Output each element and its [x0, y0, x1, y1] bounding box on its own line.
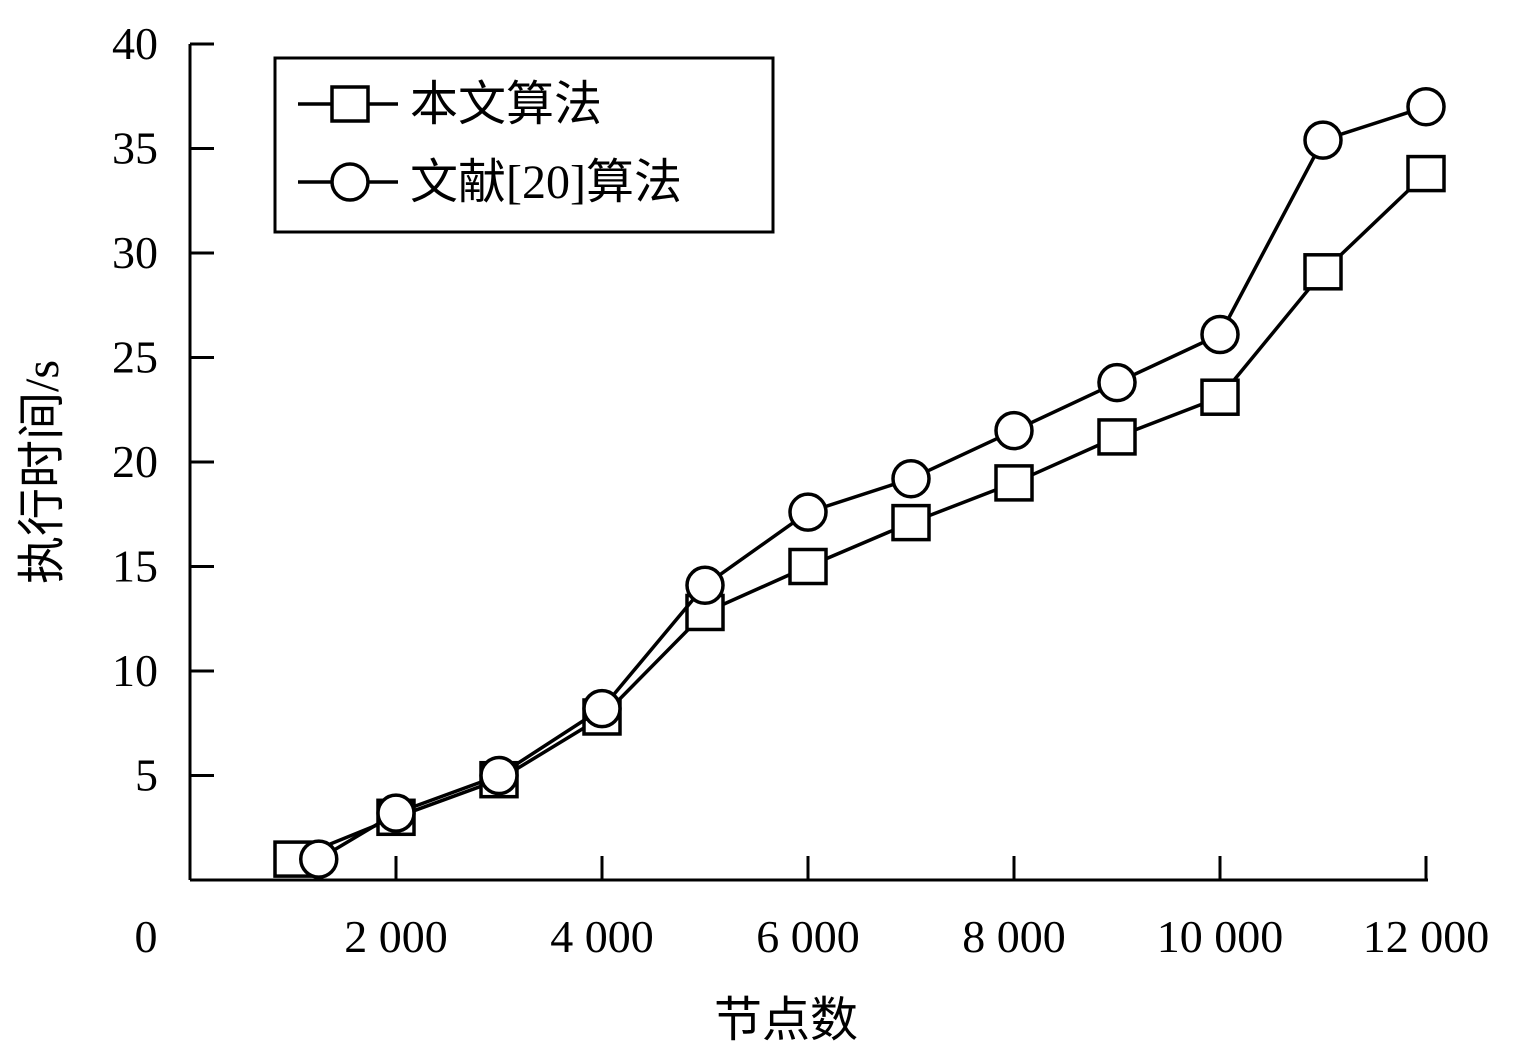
- data-point-square: [1303, 253, 1343, 291]
- series-2: [299, 86, 1446, 879]
- legend-circle-marker: [330, 162, 370, 202]
- axes: 5 10 15 20 25 30 35 40 2 000 4 000 6 000 8 000 10 00…: [112, 18, 1489, 962]
- data-point-square: [994, 464, 1034, 502]
- y-tick-label: 40: [112, 18, 158, 69]
- data-point-circle: [299, 839, 339, 879]
- legend-label: 文献[20]算法: [410, 156, 682, 209]
- series-layer: [273, 86, 1446, 879]
- data-point-circle: [582, 688, 622, 729]
- data-point-circle: [376, 793, 416, 833]
- x-axis-title: 节点数: [714, 994, 858, 1047]
- data-point-circle: [479, 755, 519, 796]
- x-tick-label: 2 000: [344, 911, 448, 962]
- y-tick-label: 15: [112, 541, 158, 592]
- data-point-circle: [1406, 86, 1446, 127]
- legend-square-marker: [330, 85, 370, 123]
- data-point-square: [1406, 154, 1446, 193]
- data-point-square: [891, 503, 931, 542]
- data-point-circle: [788, 492, 828, 532]
- y-tick-label: 25: [112, 332, 158, 383]
- data-point-circle: [1303, 120, 1343, 160]
- y-tick-label: 10: [112, 645, 158, 696]
- series-1: [273, 154, 1446, 878]
- x-tick-label: 6 000: [756, 911, 860, 962]
- legend-label: 本文算法: [410, 78, 602, 131]
- y-axis-title: 执行时间/s: [16, 360, 69, 584]
- origin-label: 0: [135, 911, 158, 962]
- data-point-circle: [1097, 362, 1137, 403]
- x-tick-label: 12 000: [1363, 911, 1490, 962]
- series-line: [292, 172, 1428, 861]
- x-tick-label: 8 000: [962, 911, 1066, 962]
- data-point-square: [1097, 418, 1137, 456]
- data-point-circle: [1200, 314, 1240, 355]
- data-point-square: [788, 547, 828, 586]
- y-tick-label: 20: [112, 436, 158, 487]
- data-point-circle: [891, 458, 931, 499]
- y-tick-label: 35: [112, 123, 158, 174]
- legend-item: 本文算法: [298, 78, 602, 131]
- data-point-circle: [685, 565, 725, 606]
- x-tick-label: 10 000: [1157, 911, 1284, 962]
- y-tick-label: 5: [135, 750, 158, 801]
- legend-item: 文献[20]算法: [298, 156, 682, 209]
- data-point-circle: [994, 410, 1034, 451]
- x-tick-label: 4 000: [550, 911, 654, 962]
- y-tick-label: 30: [112, 227, 158, 278]
- data-point-square: [1200, 378, 1240, 416]
